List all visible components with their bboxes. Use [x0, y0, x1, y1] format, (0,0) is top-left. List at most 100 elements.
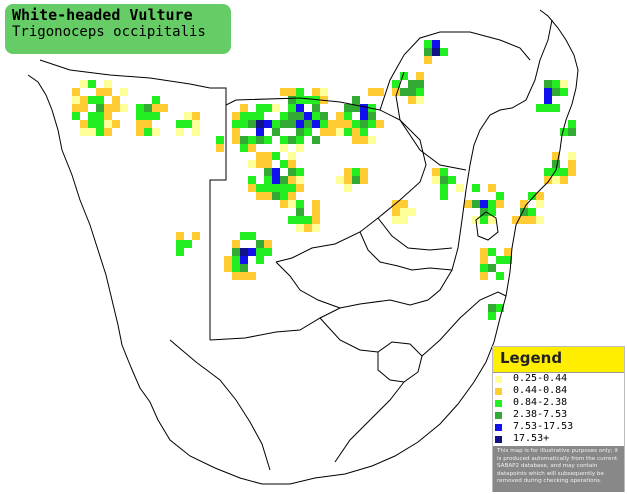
grid-cell: [480, 256, 488, 264]
grid-cell: [432, 48, 440, 56]
grid-cell: [320, 128, 328, 136]
grid-cell: [480, 200, 488, 208]
grid-cell: [352, 176, 360, 184]
grid-cell: [240, 112, 248, 120]
legend-label: 0.25-0.44: [513, 373, 568, 384]
grid-cell: [296, 104, 304, 112]
grid-cell: [96, 104, 104, 112]
grid-cell: [176, 248, 184, 256]
grid-cell: [136, 128, 144, 136]
grid-cell: [416, 96, 424, 104]
grid-cell: [144, 104, 152, 112]
grid-cell: [232, 112, 240, 120]
grid-cell: [72, 112, 80, 120]
grid-cell: [424, 40, 432, 48]
border-lesotho: [377, 341, 423, 383]
grid-cell: [160, 104, 168, 112]
grid-cell: [304, 224, 312, 232]
grid-cell: [272, 192, 280, 200]
grid-cell: [392, 208, 400, 216]
grid-cell: [96, 88, 104, 96]
grid-cell: [440, 184, 448, 192]
grid-cell: [88, 120, 96, 128]
grid-cell: [296, 224, 304, 232]
grid-cell: [256, 104, 264, 112]
grid-cell: [400, 72, 408, 80]
grid-cell: [280, 176, 288, 184]
grid-cell: [256, 136, 264, 144]
grid-cell: [256, 248, 264, 256]
legend-item: 0.25-0.44: [493, 373, 624, 386]
grid-cell: [288, 104, 296, 112]
grid-cell: [232, 136, 240, 144]
legend-label: 2.38-7.53: [513, 409, 568, 420]
grid-cell: [152, 96, 160, 104]
grid-cell: [472, 200, 480, 208]
border-gauteng: [377, 217, 453, 251]
legend-swatch: [495, 412, 502, 419]
legend-disclaimer: This map is for illustrative purposes on…: [493, 446, 624, 492]
border-kzn: [421, 291, 507, 357]
grid-cell: [288, 96, 296, 104]
grid-cell: [312, 136, 320, 144]
grid-cell: [240, 264, 248, 272]
grid-cell: [536, 200, 544, 208]
grid-cell: [288, 160, 296, 168]
grid-cell: [296, 208, 304, 216]
grid-cell: [112, 104, 120, 112]
grid-cell: [344, 184, 352, 192]
grid-cell: [288, 168, 296, 176]
grid-cell: [488, 248, 496, 256]
grid-cell: [536, 216, 544, 224]
grid-cell: [152, 104, 160, 112]
grid-cell: [192, 232, 200, 240]
grid-cell: [248, 144, 256, 152]
grid-cell: [248, 184, 256, 192]
grid-cell: [280, 112, 288, 120]
grid-cell: [368, 112, 376, 120]
grid-cell: [528, 208, 536, 216]
grid-cell: [80, 80, 88, 88]
grid-cell: [248, 232, 256, 240]
species-common-name: White-headed Vulture: [12, 6, 193, 24]
border-zambia: [395, 71, 405, 121]
grid-cell: [256, 192, 264, 200]
grid-cell: [264, 192, 272, 200]
grid-cell: [192, 128, 200, 136]
grid-cell: [352, 120, 360, 128]
grid-cell: [264, 184, 272, 192]
grid-cell: [392, 88, 400, 96]
grid-cell: [256, 256, 264, 264]
grid-cell: [496, 192, 504, 200]
grid-cell: [552, 160, 560, 168]
grid-cell: [272, 128, 280, 136]
border-eastern-cape: [334, 381, 405, 463]
grid-cell: [336, 112, 344, 120]
grid-cell: [248, 120, 256, 128]
grid-cell: [544, 96, 552, 104]
legend-swatch: [495, 424, 502, 431]
grid-cell: [360, 112, 368, 120]
legend-heading: Legend: [500, 349, 563, 367]
grid-cell: [112, 96, 120, 104]
grid-cell: [392, 80, 400, 88]
grid-cell: [176, 240, 184, 248]
grid-cell: [312, 120, 320, 128]
border-mozambique-west: [465, 59, 541, 191]
grid-cell: [288, 176, 296, 184]
legend-item: 2.38-7.53: [493, 409, 624, 422]
grid-cell: [456, 184, 464, 192]
grid-cell: [320, 112, 328, 120]
species-title-box: White-headed Vulture Trigonoceps occipit…: [5, 4, 231, 54]
grid-cell: [368, 136, 376, 144]
grid-cell: [184, 112, 192, 120]
grid-cell: [352, 168, 360, 176]
grid-cell: [216, 144, 224, 152]
legend-swatch: [495, 388, 502, 395]
border-botswana-south: [235, 97, 427, 263]
grid-cell: [240, 248, 248, 256]
grid-cell: [520, 216, 528, 224]
grid-cell: [568, 152, 576, 160]
grid-cell: [464, 200, 472, 208]
grid-cell: [480, 248, 488, 256]
